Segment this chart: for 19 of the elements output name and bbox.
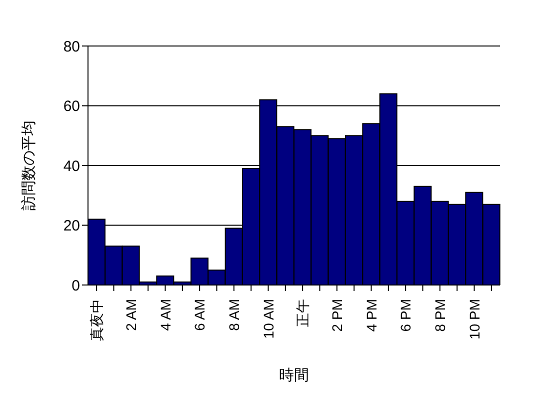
x-tick-label: 10 AM (260, 299, 276, 339)
x-tick-label: 4 AM (157, 299, 174, 331)
y-tick-label: 0 (72, 277, 80, 294)
x-tick-label: 8 PM (432, 299, 448, 332)
x-tick-label: 真夜中 (88, 299, 105, 341)
y-tick-label: 80 (63, 38, 80, 56)
y-tick-label: 20 (63, 218, 80, 235)
y-axis-title: 訪問数の平均 (20, 120, 38, 210)
x-tick-label: 4 PM (363, 299, 380, 332)
x-tick-label: 2 AM (122, 299, 139, 331)
x-tick-label: 6 AM (192, 299, 208, 331)
y-tick-label: 40 (63, 158, 80, 175)
x-tick-label: 2 PM (328, 299, 345, 332)
x-tick-label: 正午 (294, 299, 311, 327)
y-tick-label: 60 (63, 98, 80, 116)
x-tick-label: 6 PM (398, 299, 414, 332)
x-tick-label: 10 PM (466, 299, 482, 340)
x-tick-label: 8 AM (226, 299, 242, 331)
x-axis-title: 時間 (279, 367, 309, 384)
